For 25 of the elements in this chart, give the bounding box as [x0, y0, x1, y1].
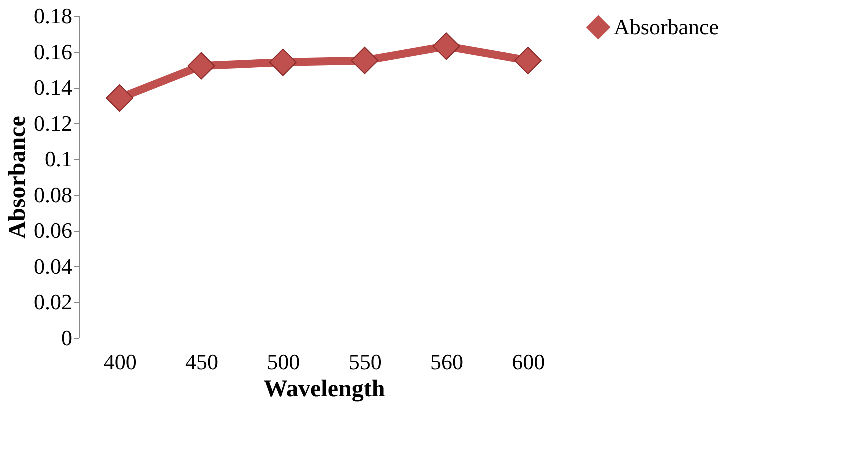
y-axis-title: Absorbance — [5, 116, 31, 239]
x-tick-label: 550 — [348, 350, 382, 374]
point — [432, 32, 460, 60]
x-tick-label: 560 — [430, 350, 464, 374]
point — [351, 46, 379, 74]
y-tick-label: 0.02 — [34, 290, 72, 315]
x-tick-label: 450 — [186, 350, 218, 374]
x-tick-label: 600 — [512, 350, 546, 374]
x-axis-title: Wavelength — [264, 376, 386, 402]
y-tick-label: 0.1 — [45, 146, 72, 172]
y-tick-label: 0.16 — [34, 39, 72, 64]
point — [106, 84, 134, 112]
y-tick-label: 0.04 — [34, 254, 72, 279]
point — [514, 46, 542, 74]
y-tick-label: 0.06 — [34, 218, 72, 244]
x-tick-label: 400 — [104, 350, 137, 374]
x-tick-label: 500 — [267, 350, 300, 374]
point — [269, 48, 297, 76]
legend-label: Absorbance — [614, 14, 720, 40]
point — [188, 52, 216, 80]
y-tick-label: 0.14 — [34, 75, 72, 100]
y-tick-label: 0.12 — [34, 110, 72, 136]
y-tick-label: 0.18 — [34, 4, 72, 28]
y-tick-label: 0.08 — [34, 182, 72, 208]
y-tick-label: 0 — [62, 326, 72, 350]
